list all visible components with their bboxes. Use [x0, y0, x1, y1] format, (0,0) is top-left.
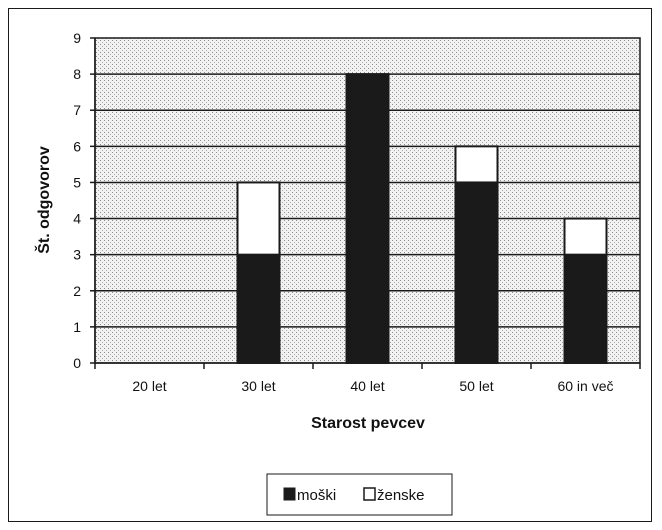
x-tick-label-0: 20 let	[132, 378, 166, 394]
y-axis-title: Št. odgovorov	[34, 146, 53, 254]
x-axis-title: Starost pevcev	[311, 415, 425, 432]
bar-zenske-4	[563, 217, 608, 256]
bars	[236, 73, 608, 365]
legend: moški ženske	[266, 473, 453, 516]
legend-label-zenske: ženske	[377, 487, 425, 504]
y-tick-label-5: 5	[73, 174, 81, 190]
axes	[90, 37, 641, 369]
bar-moski-2	[345, 73, 390, 364]
y-tick-labels: 0 1 2 3 4 5 6 7 8 9	[73, 30, 81, 371]
y-tick-label-1: 1	[73, 319, 81, 335]
bar-zenske-3	[454, 145, 499, 184]
y-tick-label-3: 3	[73, 247, 81, 263]
bar-zenske-1	[236, 181, 281, 256]
x-tick-label-2: 40 let	[350, 378, 384, 394]
x-tick-label-1: 30 let	[241, 378, 275, 394]
legend-label-moski: moški	[297, 487, 336, 504]
legend-box	[266, 473, 453, 516]
y-tick-label-7: 7	[73, 102, 81, 118]
y-tick-label-2: 2	[73, 283, 81, 299]
y-tick-label-0: 0	[73, 355, 81, 371]
bar-moski-1	[236, 253, 281, 365]
bar-moski-3	[454, 181, 499, 364]
legend-swatch-moski	[283, 487, 296, 501]
x-tick-label-4: 60 in več	[557, 378, 613, 394]
y-tick-label-8: 8	[73, 66, 81, 82]
bar-moski-4	[563, 253, 608, 365]
x-tick-label-3: 50 let	[459, 378, 493, 394]
y-tick-label-9: 9	[73, 30, 81, 46]
y-tick-label-6: 6	[73, 138, 81, 154]
y-tick-label-4: 4	[73, 211, 81, 227]
x-tick-labels: 20 let 30 let 40 let 50 let 60 in več	[132, 378, 613, 394]
legend-swatch-zenske	[363, 487, 376, 501]
